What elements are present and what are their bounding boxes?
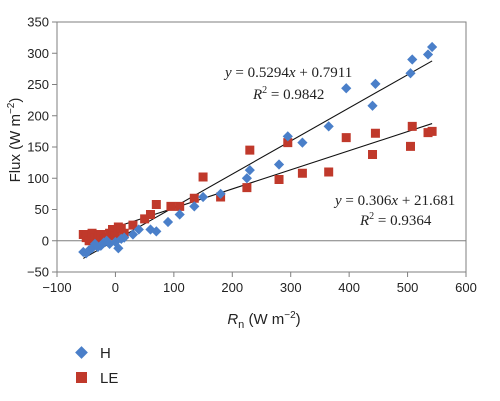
data-point-le	[140, 214, 150, 224]
data-point-h	[215, 188, 226, 199]
y-tick-label: 0	[42, 233, 49, 248]
y-tick-label: −50	[27, 265, 49, 280]
data-point-le	[128, 220, 138, 230]
data-point-le	[324, 167, 334, 177]
y-tick-label: 150	[27, 140, 49, 155]
y-tick-label: 300	[27, 46, 49, 61]
data-point-h	[370, 78, 381, 89]
data-point-le	[175, 201, 185, 211]
trendline-h	[83, 60, 433, 259]
data-point-le	[274, 175, 284, 184]
data-point-le	[245, 145, 255, 155]
data-point-le	[242, 183, 252, 193]
data-point-le	[166, 201, 176, 211]
y-tick-label: 250	[27, 77, 49, 92]
legend-marker-le	[76, 372, 87, 383]
data-point-h	[323, 121, 334, 132]
y-axis-title: Flux (W m−2)	[6, 98, 24, 183]
data-point-h	[133, 224, 144, 235]
data-point-le	[341, 133, 351, 143]
data-point-le	[110, 231, 120, 241]
data-point-h	[367, 100, 378, 111]
data-point-le	[427, 126, 437, 136]
legend-label-le: LE	[100, 370, 118, 387]
data-point-le	[84, 236, 94, 246]
data-point-h	[405, 68, 416, 79]
data-point-le	[283, 138, 293, 148]
data-point-h	[241, 173, 252, 184]
data-point-h	[189, 201, 200, 212]
data-point-h	[297, 137, 308, 148]
data-point-h	[113, 243, 124, 254]
data-point-le	[407, 121, 417, 131]
data-point-le	[82, 230, 92, 239]
data-point-le	[370, 128, 380, 138]
legend: H LE	[75, 345, 118, 387]
x-tick-label: 200	[221, 280, 243, 295]
x-tick-label: 100	[163, 280, 185, 295]
y-tick-label: 50	[35, 202, 49, 217]
equation-label-le: y = 0.306x + 21.681	[333, 193, 455, 209]
data-point-h	[282, 131, 293, 142]
x-axis-title: Rn (W m−2)	[227, 310, 300, 331]
x-tick-label: 600	[455, 280, 477, 295]
data-point-h	[407, 54, 418, 65]
y-tick-label: 200	[27, 108, 49, 123]
data-point-h	[162, 216, 174, 228]
data-point-le	[405, 141, 415, 151]
legend-label-h: H	[100, 345, 111, 362]
y-tick-label: 100	[27, 171, 49, 186]
equation-label-h: y = 0.5294x + 0.7911	[223, 65, 352, 81]
axes: −100 0 100 200 300 400 500 600 −50 0 50 100 150 200 25…	[27, 15, 477, 296]
data-point-h	[174, 209, 185, 220]
data-point-h	[119, 232, 130, 243]
x-tick-label: 500	[397, 280, 419, 295]
data-point-le	[151, 200, 161, 209]
data-point-h	[273, 159, 285, 170]
data-point-le	[368, 150, 378, 159]
data-point-le	[189, 193, 199, 203]
data-point-le	[116, 223, 126, 233]
data-point-le	[198, 172, 208, 182]
x-tick-label: 0	[112, 280, 119, 295]
data-point-h	[341, 83, 352, 94]
data-point-le	[145, 210, 155, 219]
legend-marker-h	[75, 346, 88, 359]
x-tick-label: −100	[42, 280, 71, 295]
data-point-h	[244, 165, 255, 176]
data-point-le	[108, 225, 118, 234]
y-tick-label: 350	[27, 15, 49, 30]
x-tick-label: 400	[338, 280, 360, 295]
x-tick-label: 300	[280, 280, 302, 295]
r2-label-h: R2 = 0.9842	[252, 85, 324, 103]
r2-label-le: R2 = 0.9364	[359, 211, 432, 229]
data-point-le	[297, 168, 307, 178]
data-point-h	[197, 191, 209, 203]
